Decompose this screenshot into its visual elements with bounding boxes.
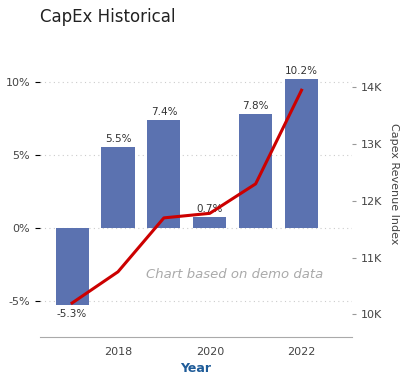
Bar (193, 218, 226, 228)
Text: 7.4%: 7.4% (151, 107, 177, 117)
Text: -5.3%: -5.3% (57, 309, 87, 319)
Text: CapEx Historical: CapEx Historical (40, 8, 176, 26)
Bar (102, 147, 134, 228)
Text: 0.7%: 0.7% (196, 205, 223, 214)
Bar (239, 114, 272, 228)
Bar (147, 119, 180, 228)
Text: 7.8%: 7.8% (242, 101, 269, 111)
Bar (56, 228, 89, 305)
Y-axis label: Capex Revenue Index: Capex Revenue Index (389, 123, 399, 244)
Text: Chart based on demo data: Chart based on demo data (146, 268, 323, 281)
Text: 10.2%: 10.2% (285, 66, 318, 76)
Bar (285, 79, 318, 228)
X-axis label: Year: Year (180, 362, 212, 375)
Text: 5.5%: 5.5% (105, 134, 131, 144)
